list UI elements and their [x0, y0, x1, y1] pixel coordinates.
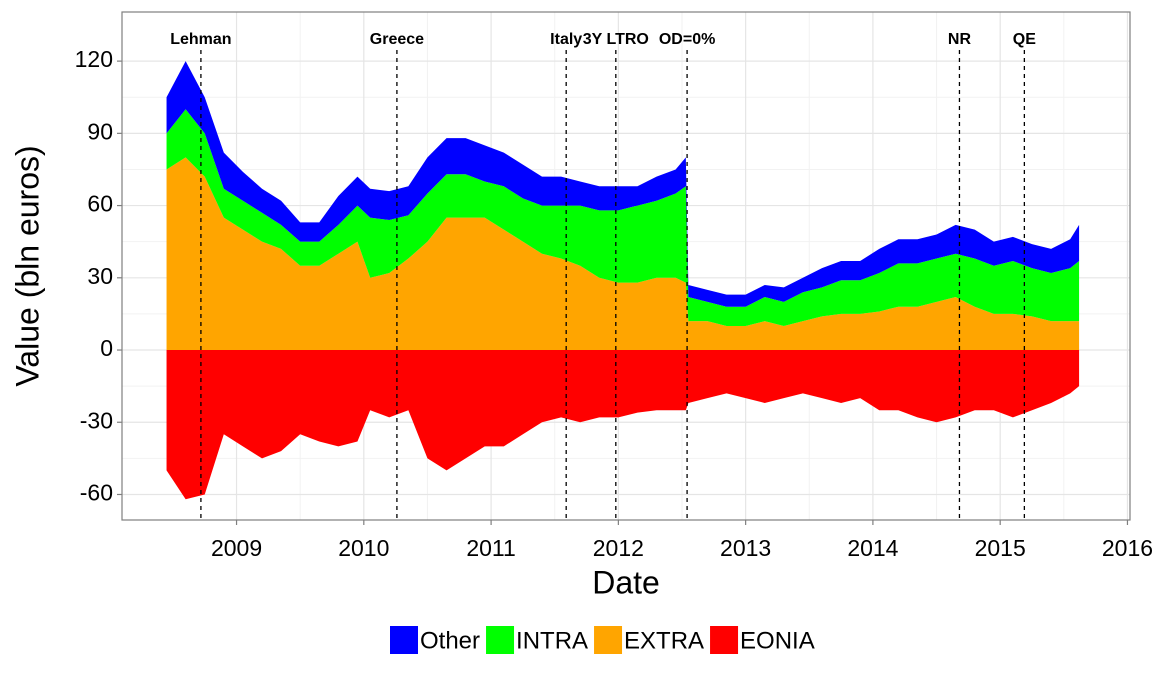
- event-label: 3Y LTRO: [583, 31, 649, 48]
- x-axis-title: Date: [592, 564, 660, 600]
- y-axis-title: Value (bln euros): [9, 145, 45, 386]
- legend-swatch: [710, 626, 739, 654]
- event-label: OD=0%: [659, 31, 715, 48]
- x-tick-label: 2015: [975, 535, 1026, 561]
- event-label: QE: [1013, 31, 1036, 48]
- x-tick-label: 2012: [593, 535, 644, 561]
- y-tick-label: -60: [80, 480, 113, 506]
- legend-swatch: [390, 626, 418, 654]
- y-tick-label: 30: [87, 263, 113, 289]
- area: [166, 157, 1080, 351]
- x-tick-label: 2016: [1102, 535, 1153, 561]
- legend-swatch: [594, 626, 623, 654]
- y-tick-label: 0: [100, 335, 113, 361]
- x-tick-label: 2014: [847, 535, 898, 561]
- x-tick-label: 2010: [338, 535, 389, 561]
- legend-swatch: [486, 626, 515, 654]
- y-tick-label: -30: [80, 407, 113, 433]
- y-tick-label: 90: [87, 118, 113, 144]
- x-tick-label: 2011: [466, 535, 515, 561]
- x-tick-label: 2013: [720, 535, 771, 561]
- legend-label: EONIA: [740, 627, 815, 654]
- panel-border: [121, 11, 1131, 521]
- area: [166, 109, 1080, 326]
- x-tick-label: 2009: [211, 535, 262, 561]
- area: [166, 350, 1080, 500]
- event-label: Greece: [370, 31, 424, 48]
- legend-label: EXTRA: [624, 627, 704, 654]
- legend-label: INTRA: [516, 627, 588, 654]
- legend-label: Other: [420, 627, 480, 654]
- y-tick-label: 60: [87, 191, 113, 217]
- event-label: NR: [948, 31, 972, 48]
- y-tick-label: 120: [75, 46, 113, 72]
- event-label: Lehman: [170, 31, 231, 48]
- event-label: Italy: [550, 31, 582, 48]
